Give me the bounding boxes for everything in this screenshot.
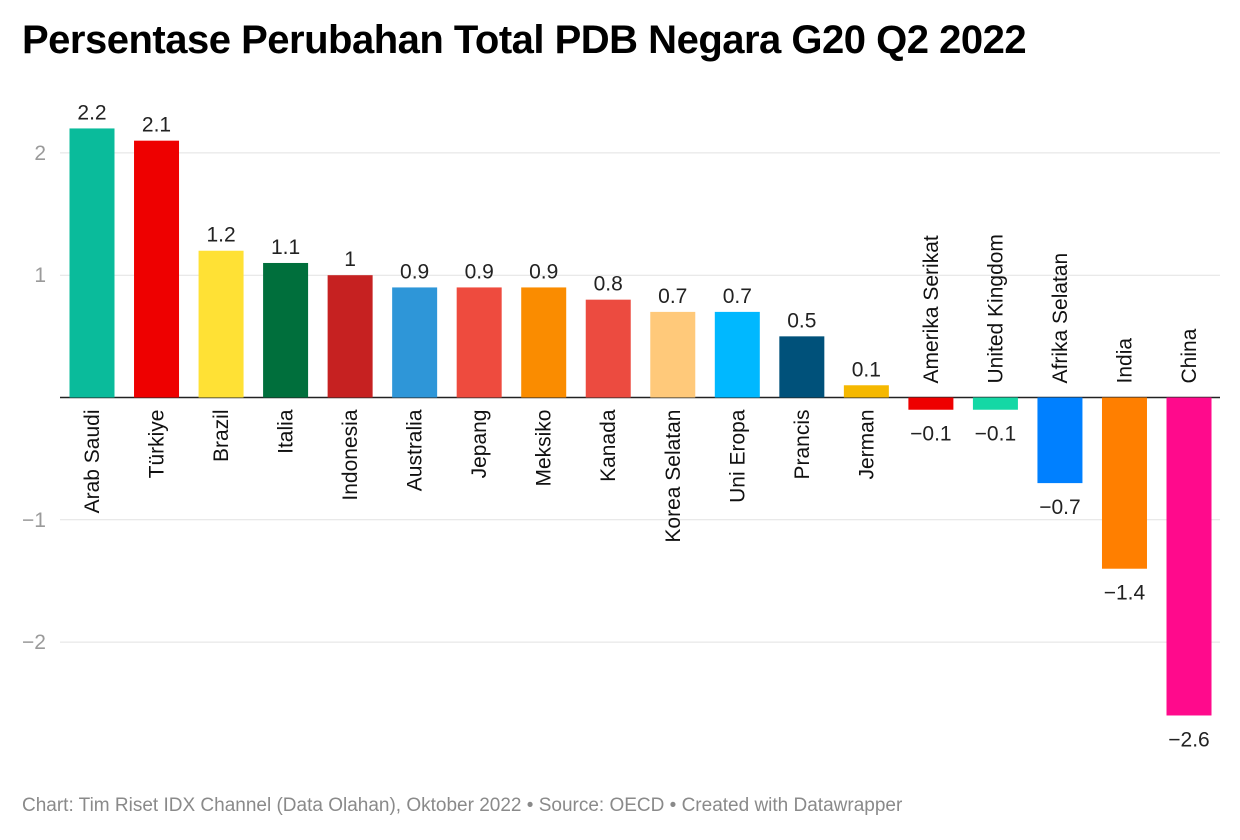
bar	[263, 262, 309, 398]
value-label: 2.1	[142, 114, 171, 137]
value-label: −0.7	[1039, 496, 1080, 519]
value-label: 0.5	[787, 309, 816, 332]
value-label: 0.9	[465, 260, 494, 283]
y-tick-label: −1	[22, 509, 46, 532]
bar	[714, 311, 760, 398]
chart-title: Persentase Perubahan Total PDB Negara G2…	[22, 18, 1027, 62]
value-label: −0.1	[975, 423, 1016, 446]
value-label: −2.6	[1168, 728, 1209, 751]
y-tick-label: −2	[22, 631, 46, 654]
value-label: 0.9	[529, 260, 558, 283]
labels: −2 −1 1 2 2.2 Arab Saudi 2.1 Türkiye 1.2 Brazil 1.…	[22, 101, 1210, 751]
value-label: 2.2	[77, 101, 106, 124]
bar-chart: −2 −1 1 2 2.2 Arab Saudi 2.1 Türkiye 1.2 Brazil 1.…	[22, 101, 1220, 751]
bar	[585, 299, 631, 398]
category-label: Meksiko	[533, 410, 556, 487]
bar	[908, 397, 954, 410]
value-label: 0.8	[594, 273, 623, 296]
value-label: −0.1	[910, 423, 951, 446]
bar	[198, 250, 244, 398]
category-label: India	[1113, 338, 1136, 384]
category-label: Jepang	[468, 410, 491, 479]
bar	[972, 397, 1018, 410]
category-label: Korea Selatan	[662, 410, 685, 543]
bar	[650, 311, 696, 398]
bar	[456, 287, 502, 398]
bar	[779, 336, 825, 398]
value-label: 0.7	[723, 285, 752, 308]
category-label: Türkiye	[146, 410, 169, 479]
category-label: Uni Eropa	[726, 409, 749, 503]
value-label: −1.4	[1104, 582, 1146, 605]
bar	[1037, 397, 1083, 484]
category-label: Brazil	[210, 410, 233, 463]
value-label: 1.2	[206, 224, 235, 247]
bar	[327, 275, 373, 398]
category-label: Australia	[404, 409, 427, 491]
bar	[392, 287, 438, 398]
grid-lines	[60, 152, 1220, 643]
bar	[69, 128, 115, 398]
category-label: United Kingdom	[984, 234, 1007, 383]
value-label: 0.1	[852, 358, 881, 381]
category-label: Italia	[275, 409, 298, 454]
y-tick-label: 1	[34, 264, 46, 287]
bar	[134, 140, 180, 398]
bars	[69, 128, 1212, 716]
category-label: Indonesia	[339, 409, 362, 500]
category-label: China	[1178, 328, 1201, 383]
bar	[1101, 397, 1147, 569]
category-label: Prancis	[791, 410, 814, 480]
value-label: 0.9	[400, 260, 429, 283]
category-label: Arab Saudi	[81, 410, 104, 514]
value-label: 0.7	[658, 285, 687, 308]
category-label: Jerman	[855, 410, 878, 480]
bar	[521, 287, 567, 398]
value-label: 1.1	[271, 236, 300, 259]
category-label: Kanada	[597, 409, 620, 482]
category-label: Afrika Selatan	[1049, 253, 1072, 384]
value-label: 1	[344, 248, 356, 271]
category-label: Amerika Serikat	[920, 235, 943, 383]
bar	[1166, 397, 1212, 716]
chart-footer: Chart: Tim Riset IDX Channel (Data Olaha…	[22, 795, 903, 816]
y-tick-label: 2	[34, 142, 46, 165]
bar	[843, 385, 889, 398]
